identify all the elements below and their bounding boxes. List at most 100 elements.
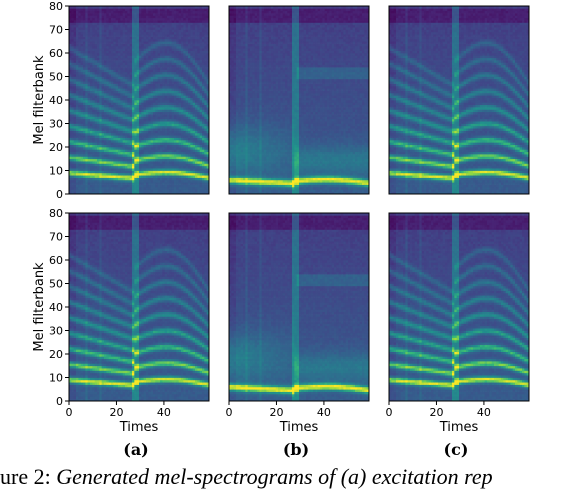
spectrogram-cell <box>78 159 81 162</box>
spectrogram-cell <box>92 128 95 131</box>
spectrogram-cell <box>76 180 79 183</box>
spectrogram-cell <box>139 138 142 141</box>
spectrogram-cell <box>139 166 142 169</box>
spectrogram-cell <box>97 25 100 28</box>
spectrogram-cell <box>88 159 91 162</box>
spectrogram-cell <box>113 13 116 16</box>
spectrogram-cell <box>99 154 102 157</box>
spectrogram-cell <box>113 105 116 108</box>
spectrogram-cell <box>90 112 93 115</box>
spectrogram-cell <box>102 27 105 30</box>
spectrogram-cell <box>139 180 142 183</box>
spectrogram-cell <box>123 98 126 101</box>
spectrogram-cell <box>88 48 91 51</box>
spectrogram-cell <box>118 119 121 122</box>
spectrogram-cell <box>81 95 84 98</box>
spectrogram-cell <box>78 67 81 70</box>
spectrogram-cell <box>71 25 74 28</box>
spectrogram-cell <box>99 178 102 181</box>
spectrogram-cell <box>113 37 116 40</box>
spectrogram-cell <box>88 32 91 35</box>
spectrogram-cell <box>85 156 88 159</box>
spectrogram-cell <box>120 142 123 145</box>
spectrogram-cell <box>85 171 88 174</box>
spectrogram-cell <box>102 112 105 115</box>
spectrogram-cell <box>141 138 144 141</box>
spectrogram-cell <box>88 161 91 164</box>
spectrogram-cell <box>125 161 128 164</box>
spectrogram-cell <box>74 72 77 75</box>
spectrogram-cell <box>106 100 109 103</box>
spectrogram-cell <box>78 105 81 108</box>
spectrogram-cell <box>139 142 142 145</box>
spectrogram-cell <box>76 187 79 190</box>
spectrogram-cell <box>95 109 98 112</box>
spectrogram-cell <box>134 65 137 68</box>
spectrogram-cell <box>139 168 142 171</box>
spectrogram-cell <box>81 27 84 30</box>
spectrogram-cell <box>139 124 142 127</box>
spectrogram-cell <box>132 67 135 70</box>
spectrogram-cell <box>97 91 100 94</box>
spectrogram-cell <box>71 168 74 171</box>
spectrogram-cell <box>97 11 100 14</box>
spectrogram-cell <box>130 51 133 54</box>
spectrogram-cell <box>83 114 86 117</box>
spectrogram-cell <box>74 11 77 14</box>
spectrogram-cell <box>139 154 142 157</box>
spectrogram-cell <box>74 41 77 44</box>
spectrogram-cell <box>85 116 88 119</box>
spectrogram-cell <box>118 51 121 54</box>
spectrogram-cell <box>74 69 77 72</box>
spectrogram-cell <box>125 149 128 152</box>
spectrogram-cell <box>99 81 102 84</box>
spectrogram-cell <box>90 30 93 33</box>
spectrogram-cell <box>113 171 116 174</box>
spectrogram-cell <box>111 88 114 91</box>
spectrogram-cell <box>97 147 100 150</box>
spectrogram-cell <box>134 178 137 181</box>
spectrogram-cell <box>134 44 137 47</box>
spectrogram-cell <box>74 114 77 117</box>
spectrogram-cell <box>132 74 135 77</box>
spectrogram-cell <box>116 93 119 96</box>
spectrogram-cell <box>97 37 100 40</box>
spectrogram-cell <box>134 116 137 119</box>
spectrogram-cell <box>76 138 79 141</box>
spectrogram-cell <box>104 88 107 91</box>
spectrogram-cell <box>102 55 105 58</box>
spectrogram-cell <box>106 168 109 171</box>
spectrogram-cell <box>137 119 140 122</box>
spectrogram-cell <box>90 60 93 63</box>
spectrogram-cell <box>125 32 128 35</box>
spectrogram-cell <box>132 84 135 87</box>
spectrogram-cell <box>111 126 114 129</box>
spectrogram-cell <box>106 60 109 63</box>
spectrogram-cell <box>123 175 126 178</box>
spectrogram-cell <box>97 69 100 72</box>
spectrogram-cell <box>141 112 144 115</box>
spectrogram-cell <box>125 145 128 148</box>
spectrogram-cell <box>76 67 79 70</box>
spectrogram-cell <box>78 180 81 183</box>
spectrogram-cell <box>99 18 102 21</box>
spectrogram-cell <box>106 27 109 30</box>
spectrogram-cell <box>109 41 112 44</box>
spectrogram-cell <box>137 22 140 25</box>
spectrogram-cell <box>71 131 74 134</box>
spectrogram-cell <box>74 39 77 42</box>
spectrogram-cell <box>130 105 133 108</box>
spectrogram-cell <box>95 11 98 14</box>
spectrogram-cell <box>109 185 112 188</box>
spectrogram-cell <box>78 55 81 58</box>
spectrogram-cell <box>81 74 84 77</box>
spectrogram-cell <box>109 180 112 183</box>
spectrogram-cell <box>109 142 112 145</box>
spectrogram-cell <box>90 95 93 98</box>
spectrogram-cell <box>81 121 84 124</box>
spectrogram-cell <box>92 72 95 75</box>
spectrogram-cell <box>111 69 114 72</box>
spectrogram-cell <box>78 124 81 127</box>
spectrogram-cell <box>132 81 135 84</box>
spectrogram-cell <box>92 74 95 77</box>
